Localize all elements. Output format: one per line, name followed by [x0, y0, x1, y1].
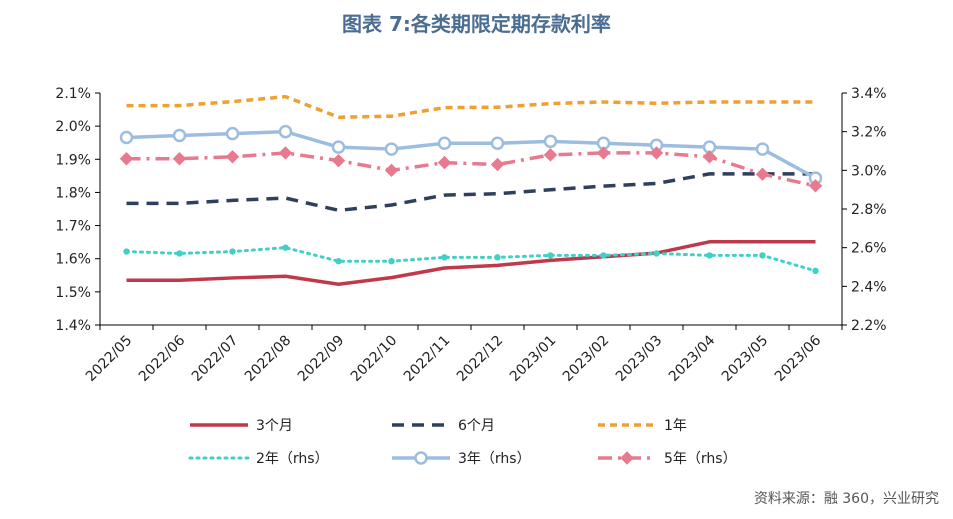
y-right-tick-label: 3.4% — [851, 86, 887, 102]
data-point — [600, 252, 607, 259]
series-1 — [126, 240, 816, 286]
data-point — [172, 152, 187, 166]
series-line — [126, 240, 816, 286]
data-point — [653, 250, 660, 257]
data-point — [596, 146, 611, 160]
x-tick-label: 2022/05 — [83, 333, 135, 385]
legend-label: 2年（rhs） — [256, 451, 329, 467]
legend-item-6: 5年（rhs） — [598, 451, 737, 467]
data-point — [494, 254, 501, 261]
data-point — [331, 153, 346, 168]
data-point — [225, 150, 240, 164]
legend-label: 1年 — [664, 418, 687, 434]
y-right-tick-label: 3.2% — [851, 125, 887, 141]
data-point — [649, 146, 664, 160]
y-right-tick-label: 3.0% — [851, 163, 887, 179]
data-point — [282, 244, 289, 251]
legend-label: 3个月 — [256, 418, 293, 434]
data-point — [702, 150, 717, 164]
y-left-tick-label: 1.9% — [55, 152, 91, 168]
data-point — [543, 148, 558, 162]
y-right-tick-label: 2.2% — [851, 318, 887, 334]
series-line — [125, 246, 817, 273]
data-point — [278, 146, 293, 160]
data-point — [812, 267, 819, 275]
y-left-tick-label: 1.8% — [55, 185, 91, 201]
x-tick-label: 2022/11 — [401, 333, 453, 385]
x-tick-label: 2022/09 — [295, 333, 347, 385]
data-point — [123, 248, 130, 255]
legend-item-5: 3年（rhs） — [392, 451, 531, 467]
data-point — [490, 157, 505, 172]
series-line — [126, 94, 816, 119]
legend-label: 3年（rhs） — [458, 451, 531, 467]
y-left-tick-label: 2.1% — [55, 86, 91, 102]
data-point — [490, 136, 505, 151]
data-point — [547, 252, 554, 259]
x-tick-label: 2023/06 — [772, 332, 825, 385]
data-point — [331, 140, 346, 154]
x-tick-label: 2022/10 — [348, 333, 400, 385]
y-left-tick-label: 2.0% — [55, 119, 91, 135]
legend-label: 5年（rhs） — [664, 451, 737, 467]
data-point — [755, 167, 770, 181]
chart-title: 图表 7:各类期限定期存款利率 — [342, 12, 611, 36]
series-line — [126, 172, 816, 213]
x-tick-label: 2022/12 — [454, 333, 506, 385]
legend-marker — [414, 451, 428, 465]
series-3 — [126, 94, 816, 119]
data-point — [335, 258, 342, 265]
data-point — [119, 152, 134, 166]
data-point — [225, 126, 240, 141]
y-left-tick-label: 1.6% — [55, 252, 91, 268]
x-tick-label: 2022/08 — [242, 333, 294, 385]
x-tick-label: 2022/06 — [136, 332, 189, 385]
y-left-tick-label: 1.5% — [55, 285, 91, 301]
data-point — [755, 142, 770, 156]
y-left-tick-label: 1.7% — [55, 219, 91, 235]
x-tick-label: 2023/02 — [560, 333, 612, 385]
legend: 3个月 6个月 1年 2年（rhs） 3年（rhs） 5年（rhs） — [188, 418, 737, 467]
data-point — [706, 252, 713, 259]
series-6 — [119, 146, 823, 193]
data-point — [388, 258, 395, 265]
data-point — [808, 179, 823, 193]
data-point — [384, 163, 399, 178]
x-tick-label: 2022/07 — [189, 333, 241, 385]
data-point — [759, 252, 766, 259]
data-point — [176, 250, 183, 257]
data-point — [229, 248, 236, 255]
y-right-tick-label: 2.8% — [851, 202, 887, 218]
data-point — [437, 155, 452, 170]
legend-item-1: 3个月 — [190, 418, 293, 434]
legend-item-2: 6个月 — [392, 418, 495, 434]
x-tick-label: 2023/01 — [507, 333, 559, 385]
series-4 — [123, 244, 819, 275]
y-right-tick-label: 2.4% — [851, 279, 887, 295]
x-tick-label: 2023/03 — [613, 333, 665, 385]
source-note: 资料来源：融 360，兴业研究 — [753, 491, 939, 507]
x-tick-label: 2023/04 — [666, 332, 719, 385]
data-point — [384, 142, 399, 156]
legend-item-4: 2年（rhs） — [188, 451, 329, 467]
series-2 — [126, 172, 816, 213]
data-point — [172, 128, 187, 143]
series-5 — [119, 124, 823, 185]
data-point — [278, 124, 293, 139]
y-right-tick-label: 2.6% — [851, 241, 887, 257]
series-layer — [119, 94, 823, 286]
legend-item-3: 1年 — [598, 418, 687, 434]
legend-marker — [620, 451, 634, 465]
series-line — [126, 129, 817, 180]
data-point — [437, 136, 452, 151]
x-tick-label: 2023/05 — [719, 333, 771, 385]
data-point — [441, 254, 448, 261]
data-point — [119, 130, 134, 145]
legend-label: 6个月 — [458, 418, 495, 434]
y-left-tick-label: 1.4% — [55, 318, 91, 334]
data-point — [543, 134, 558, 149]
